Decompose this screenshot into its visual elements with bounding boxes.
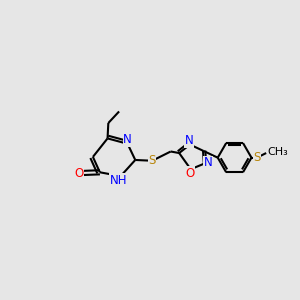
Text: S: S [253, 151, 261, 164]
Text: S: S [148, 154, 156, 167]
Text: N: N [123, 133, 132, 146]
Text: NH: NH [110, 174, 128, 187]
Text: N: N [184, 134, 193, 147]
Text: O: O [185, 167, 194, 180]
Text: N: N [204, 156, 213, 169]
Text: CH₃: CH₃ [267, 147, 288, 157]
Text: O: O [74, 167, 83, 180]
